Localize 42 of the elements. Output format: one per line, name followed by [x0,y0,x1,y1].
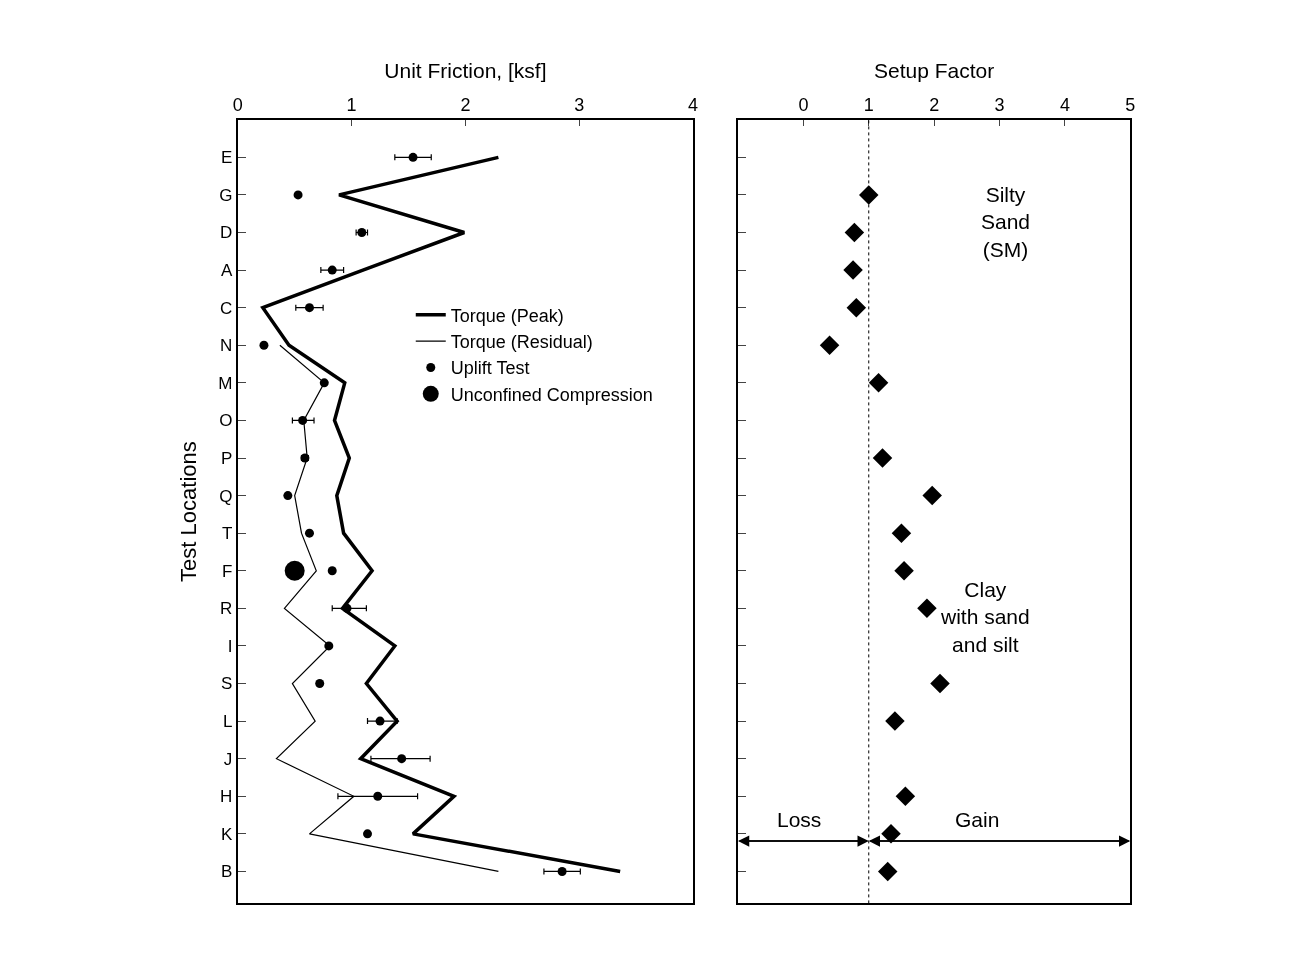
y-tick-label: K [221,824,234,844]
x-tick-label: 2 [460,94,471,115]
x-tick-label: 3 [994,94,1005,115]
y-tick-label: T [221,524,233,544]
y-tick-label: G [219,185,233,205]
annotation: Clay with sand and silt [940,578,1030,656]
annotation: Gain [955,808,1000,831]
x-tick-label: 1 [863,94,874,115]
y-tick-label: F [221,561,233,581]
y-tick-label: A [221,261,234,281]
legend-label: Torque (Peak) [450,305,564,326]
x-axis-title: Setup Factor [874,59,995,83]
annotation: Loss [777,808,822,831]
x-tick-label: 0 [798,94,809,115]
y-tick-label: J [223,749,233,769]
y-tick-label: E [221,148,233,168]
y-tick-label: R [220,599,233,619]
y-tick-label: Q [219,486,233,506]
y-tick-label: H [220,787,233,807]
legend-label: Unconfined Compression [450,384,653,405]
y-tick-label: O [219,411,233,431]
y-tick-label: D [220,223,233,243]
annotation: Silty Sand (SM) [981,183,1031,261]
x-tick-label: 5 [1125,94,1136,115]
y-tick-label: L [222,712,233,732]
y-tick-label: B [221,862,233,882]
x-tick-label: 3 [574,94,585,115]
x-tick-label: 4 [1059,94,1070,115]
legend-label: Torque (Residual) [450,332,593,353]
y-tick-label: I [227,636,233,656]
y-tick-label: M [218,373,233,393]
y-tick-label: P [221,448,233,468]
y-tick-label: N [220,336,233,356]
x-tick-label: 0 [232,94,243,115]
y-tick-label: S [221,674,233,694]
x-axis-title: Unit Friction, [ksf] [384,59,547,83]
y-tick-label: C [220,298,233,318]
y-axis-title: Test Locations [176,441,202,582]
legend-label: Uplift Test [450,358,530,379]
x-tick-label: 2 [929,94,940,115]
x-tick-label: 1 [346,94,357,115]
x-tick-label: 4 [688,94,699,115]
